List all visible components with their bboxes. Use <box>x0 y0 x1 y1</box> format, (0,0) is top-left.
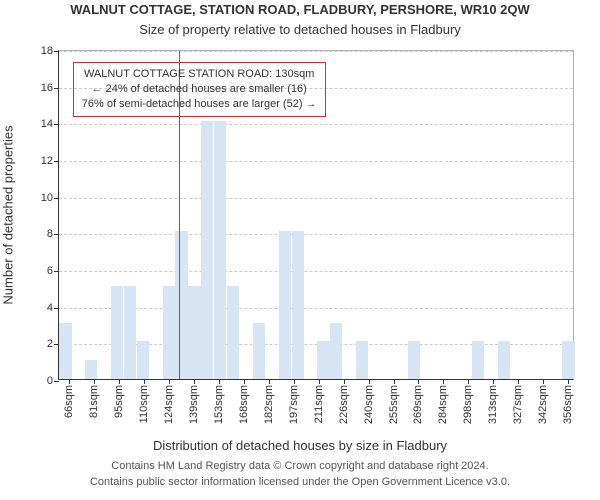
histogram-bar <box>253 323 265 379</box>
y-tick-label: 12 <box>41 155 59 167</box>
footnote-line-2: Contains public sector information licen… <box>0 476 600 488</box>
x-tick-label: 182sqm <box>263 385 275 424</box>
histogram-bar <box>85 360 97 379</box>
gridline <box>59 161 573 162</box>
footnote-line-1: Contains HM Land Registry data © Crown c… <box>0 460 600 472</box>
x-tick-label: 124sqm <box>163 385 175 424</box>
y-tick-label: 14 <box>41 118 59 130</box>
x-tick-label: 342sqm <box>537 385 549 424</box>
histogram-bar <box>330 323 342 379</box>
histogram-bar <box>163 286 175 379</box>
histogram-bar <box>279 231 291 379</box>
histogram-bar <box>188 286 200 379</box>
x-tick-label: 95sqm <box>113 385 125 418</box>
y-tick-label: 16 <box>41 82 59 94</box>
plot-area: 02468101214161866sqm81sqm95sqm110sqm124s… <box>58 50 574 380</box>
gridline <box>59 308 573 309</box>
x-tick-label: 313sqm <box>487 385 499 424</box>
histogram-bar <box>292 231 304 379</box>
annotation-line: ← 24% of detached houses are smaller (16… <box>82 82 317 97</box>
x-tick-label: 110sqm <box>138 385 150 423</box>
chart-canvas: WALNUT COTTAGE, STATION ROAD, FLADBURY, … <box>0 0 600 500</box>
annotation-line: WALNUT COTTAGE STATION ROAD: 130sqm <box>82 67 317 82</box>
histogram-bar <box>214 121 226 379</box>
x-tick-label: 255sqm <box>388 385 400 424</box>
histogram-bar <box>175 231 187 379</box>
x-tick-label: 284sqm <box>437 385 449 424</box>
annotation-box: WALNUT COTTAGE STATION ROAD: 130sqm← 24%… <box>73 62 326 117</box>
gridline <box>59 234 573 235</box>
histogram-bar <box>562 341 574 379</box>
y-tick-label: 8 <box>47 228 59 240</box>
x-tick-label: 356sqm <box>562 385 574 424</box>
chart-title: WALNUT COTTAGE, STATION ROAD, FLADBURY, … <box>0 2 600 17</box>
x-tick-label: 211sqm <box>313 385 325 423</box>
x-tick-label: 240sqm <box>363 385 375 424</box>
y-axis-label: Number of detached properties <box>1 50 16 380</box>
x-tick-label: 298sqm <box>462 385 474 424</box>
y-tick-label: 18 <box>41 45 59 57</box>
histogram-bar <box>59 323 71 379</box>
x-axis-label: Distribution of detached houses by size … <box>0 438 600 453</box>
x-tick-label: 168sqm <box>238 385 250 424</box>
histogram-bar <box>227 286 239 379</box>
x-tick-label: 139sqm <box>188 385 200 424</box>
x-tick-label: 81sqm <box>88 385 100 418</box>
y-tick-label: 0 <box>47 375 59 387</box>
gridline <box>59 271 573 272</box>
annotation-line: 76% of semi-detached houses are larger (… <box>82 97 317 112</box>
histogram-bar <box>408 341 420 379</box>
histogram-bar <box>472 341 484 379</box>
histogram-bar <box>201 121 213 379</box>
x-tick-label: 269sqm <box>412 385 424 424</box>
y-tick-label: 4 <box>47 302 59 314</box>
gridline <box>59 198 573 199</box>
y-tick-label: 2 <box>47 338 59 350</box>
y-tick-label: 10 <box>41 192 59 204</box>
x-tick-label: 197sqm <box>288 385 300 424</box>
histogram-bar <box>317 341 329 379</box>
histogram-bar <box>498 341 510 379</box>
x-tick-label: 153sqm <box>213 385 225 424</box>
gridline <box>59 124 573 125</box>
histogram-bar <box>356 341 368 379</box>
gridline <box>59 51 573 52</box>
x-tick-label: 226sqm <box>338 385 350 424</box>
x-tick-label: 327sqm <box>512 385 524 424</box>
x-tick-label: 66sqm <box>63 385 75 418</box>
chart-subtitle: Size of property relative to detached ho… <box>0 22 600 37</box>
y-tick-label: 6 <box>47 265 59 277</box>
histogram-bar <box>137 341 149 379</box>
histogram-bar <box>111 286 123 379</box>
histogram-bar <box>124 286 136 379</box>
